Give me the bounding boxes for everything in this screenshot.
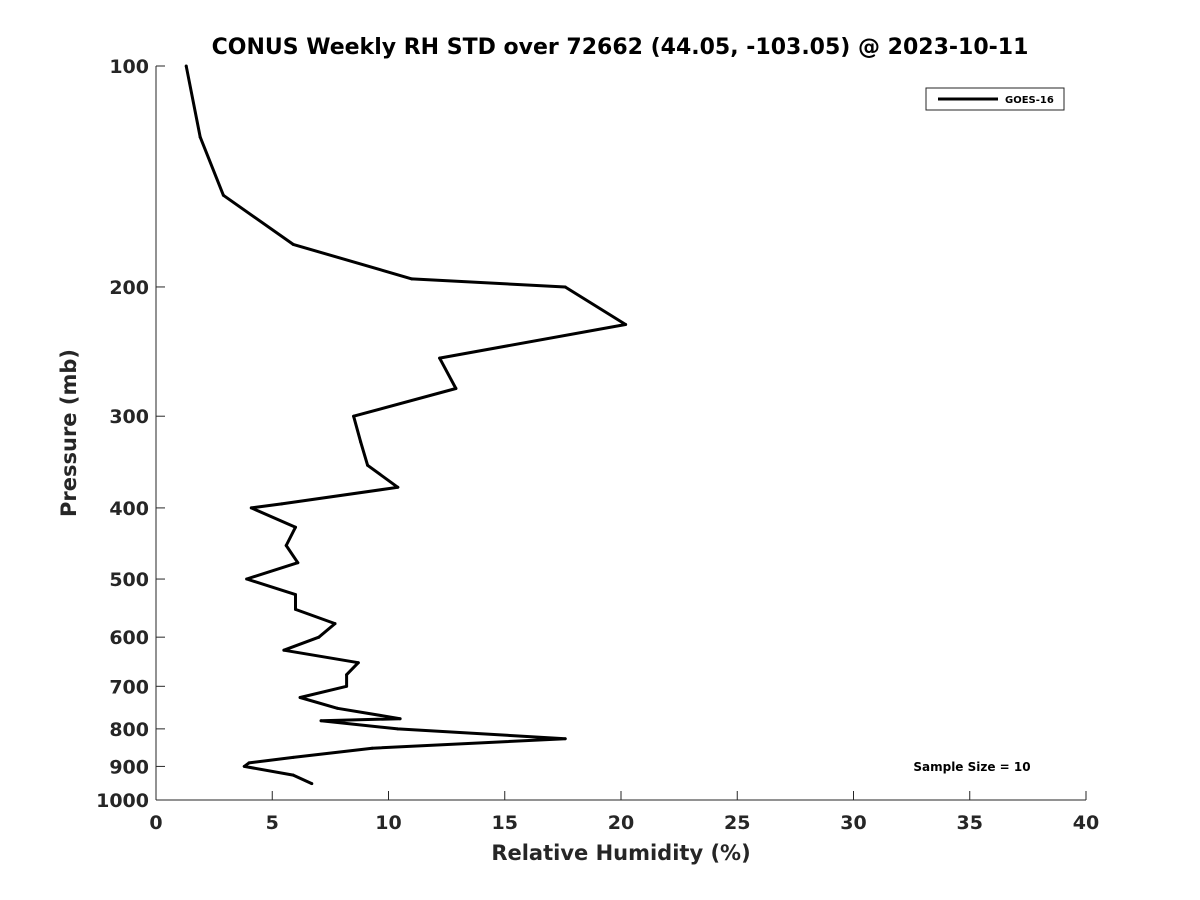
data-point bbox=[280, 502, 284, 506]
series-line-goes-16 bbox=[184, 65, 628, 785]
y-tick-label: 900 bbox=[109, 756, 149, 778]
y-tick-label: 1000 bbox=[96, 790, 149, 812]
y-tick-label: 200 bbox=[109, 277, 149, 299]
data-point bbox=[310, 782, 314, 786]
data-point bbox=[370, 746, 374, 750]
y-tick-label: 300 bbox=[109, 406, 149, 428]
y-tick-label: 600 bbox=[109, 627, 149, 649]
data-point bbox=[294, 607, 297, 611]
data-point bbox=[624, 323, 628, 326]
data-point bbox=[333, 622, 337, 626]
x-tick-label: 5 bbox=[266, 812, 279, 834]
data-point bbox=[366, 463, 370, 467]
x-axis-ticks: 0 5 10 15 20 25 30 35 40 bbox=[149, 791, 1099, 834]
data-point bbox=[291, 773, 295, 777]
y-tick-label: 800 bbox=[109, 719, 149, 741]
data-point bbox=[563, 285, 567, 289]
y-tick-label: 500 bbox=[109, 569, 149, 591]
legend: GOES-16 bbox=[925, 87, 1065, 111]
data-point bbox=[563, 737, 567, 741]
data-point bbox=[319, 719, 323, 723]
data-point bbox=[454, 387, 458, 390]
data-point bbox=[242, 764, 246, 768]
data-point bbox=[396, 727, 400, 731]
data-point bbox=[247, 761, 251, 765]
data-point bbox=[291, 755, 295, 759]
y-tick-label: 700 bbox=[109, 676, 149, 698]
x-tick-label: 40 bbox=[1073, 812, 1099, 834]
series-layer bbox=[184, 64, 628, 786]
data-point bbox=[356, 661, 360, 665]
data-point bbox=[284, 544, 288, 547]
legend-label-goes-16: GOES-16 bbox=[1005, 95, 1054, 106]
y-tick-label: 400 bbox=[109, 498, 149, 520]
data-point bbox=[184, 64, 188, 68]
data-point bbox=[296, 561, 300, 565]
data-point bbox=[438, 356, 442, 360]
x-axis-title: Relative Humidity (%) bbox=[491, 841, 750, 865]
data-point bbox=[282, 648, 286, 652]
chart-title: CONUS Weekly RH STD over 72662 (44.05, -… bbox=[212, 35, 1029, 60]
y-axis-title: Pressure (mb) bbox=[57, 349, 81, 517]
x-tick-label: 30 bbox=[840, 812, 866, 834]
x-tick-label: 10 bbox=[375, 812, 401, 834]
x-tick-label: 15 bbox=[492, 812, 518, 834]
data-point bbox=[198, 135, 202, 139]
data-point bbox=[249, 506, 253, 510]
data-point bbox=[352, 414, 356, 418]
data-point bbox=[398, 717, 402, 721]
data-point bbox=[245, 577, 249, 581]
plot-area bbox=[155, 66, 1086, 801]
y-tick-label: 100 bbox=[109, 56, 149, 78]
data-point bbox=[291, 242, 295, 246]
data-point bbox=[396, 485, 400, 489]
data-point bbox=[345, 673, 349, 677]
data-point bbox=[294, 525, 297, 529]
data-point bbox=[345, 684, 349, 688]
x-tick-label: 0 bbox=[149, 812, 162, 834]
data-point bbox=[294, 593, 297, 597]
x-tick-label: 20 bbox=[608, 812, 634, 834]
x-tick-label: 25 bbox=[724, 812, 750, 834]
data-point bbox=[298, 696, 302, 699]
data-point bbox=[317, 635, 321, 639]
data-point bbox=[221, 193, 225, 197]
x-tick-label: 35 bbox=[957, 812, 983, 834]
y-axis-ticks: 100 200 300 400 500 600 700 800 900 1000 bbox=[96, 56, 165, 812]
data-point bbox=[335, 706, 339, 710]
data-point bbox=[410, 277, 414, 281]
sample-size-annotation: Sample Size = 10 bbox=[913, 760, 1030, 774]
data-point bbox=[359, 440, 363, 444]
